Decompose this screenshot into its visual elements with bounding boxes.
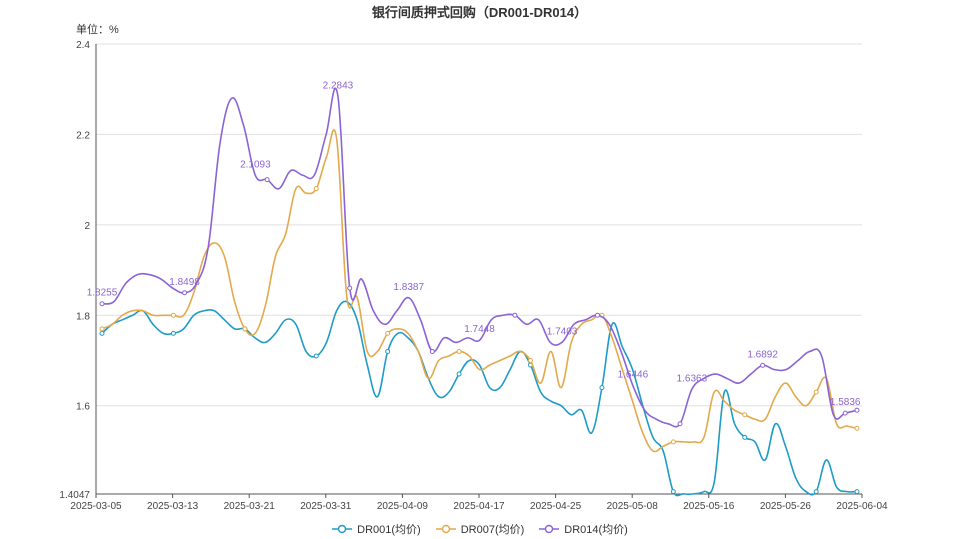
legend-label: DR007(均价) (460, 524, 525, 536)
series-line (101, 87, 858, 428)
data-point (599, 385, 605, 391)
data-point (854, 407, 860, 413)
data-point (385, 348, 391, 354)
data-point (528, 357, 534, 363)
legend-swatch-icon (435, 524, 456, 534)
x-tick-label: 2025-04-17 (453, 501, 505, 512)
series-line (101, 129, 858, 453)
data-point (242, 326, 248, 332)
data-point (813, 389, 819, 395)
data-label: 1.8498 (169, 277, 200, 288)
data-label: 1.7403 (547, 326, 578, 337)
legend-label: DR001(均价) (357, 524, 421, 536)
y-tick-label: 1.6 (76, 402, 90, 413)
y-tick-label: 2 (84, 221, 90, 232)
data-point (170, 312, 176, 318)
x-tick-label: 2025-04-09 (377, 501, 429, 512)
data-point (854, 425, 860, 431)
data-point (429, 348, 435, 354)
data-point (456, 371, 462, 377)
x-tick-label: 2025-03-21 (224, 501, 276, 512)
unit-label: 单位：% (76, 24, 119, 36)
grid-lines (96, 43, 862, 407)
x-tick-label: 2025-06-04 (836, 501, 888, 512)
data-point (99, 330, 105, 336)
data-point (760, 362, 766, 368)
x-tick-label: 2025-03-05 (70, 501, 122, 512)
data-point (677, 421, 683, 427)
data-label: 1.8387 (393, 282, 424, 293)
data-label: 1.6363 (677, 373, 708, 384)
chart-title: 银行间质押式回购（DR001-DR014） (371, 5, 588, 20)
data-point (813, 489, 819, 495)
series-DR014(均价) (99, 87, 860, 428)
data-point (170, 330, 176, 336)
x-tick-label: 2025-04-25 (530, 501, 582, 512)
axes: 1.4047 1.6 1.8 2 2.2 2.4 2025-03-05 2025-03-13 2… (59, 40, 888, 512)
data-point (182, 290, 188, 296)
series-DR007(均价) (99, 129, 860, 453)
x-tick-label: 2025-05-16 (683, 501, 735, 512)
data-label: 1.6446 (618, 370, 649, 381)
legend-label: DR014(均价) (564, 524, 628, 536)
data-point (854, 489, 860, 495)
x-tick-label: 2025-05-26 (760, 501, 812, 512)
legend-item[interactable]: DR014(均价) (538, 521, 628, 537)
data-label: 2.2843 (323, 80, 354, 91)
series-layer (99, 87, 860, 497)
data-point (264, 177, 270, 183)
data-label: 1.7448 (464, 324, 495, 335)
legend-item[interactable]: DR001(均价) (331, 521, 421, 537)
data-point (742, 434, 748, 440)
y-tick-label: 2.4 (76, 40, 90, 51)
data-point (385, 330, 391, 336)
data-point (313, 353, 319, 359)
legend: DR001(均价) DR007(均价) DR014(均价) (0, 521, 959, 537)
data-point (456, 348, 462, 354)
data-point (313, 186, 319, 192)
data-label: 1.6892 (747, 349, 778, 360)
data-point (670, 439, 676, 445)
data-point (99, 301, 105, 307)
x-tick-label: 2025-05-08 (607, 501, 659, 512)
x-tick-label: 2025-03-13 (147, 501, 199, 512)
data-label: 1.5836 (830, 397, 861, 408)
data-point (512, 312, 518, 318)
data-point (742, 412, 748, 418)
legend-swatch-icon (332, 524, 353, 534)
data-point (842, 410, 848, 416)
data-label: 2.1093 (240, 159, 271, 170)
series-line (101, 300, 858, 497)
data-labels: 1.8255 1.8498 2.1093 2.2843 1.8387 1.7448 1.74… (87, 80, 861, 408)
legend-item[interactable]: DR007(均价) (435, 521, 525, 537)
y-tick-label: 1.8 (76, 311, 90, 322)
data-point (99, 326, 105, 332)
y-tick-label: 1.4047 (59, 490, 90, 501)
legend-swatch-icon (539, 524, 560, 534)
x-tick-label: 2025-03-31 (300, 501, 352, 512)
data-point (594, 312, 600, 318)
y-tick-label: 2.2 (76, 130, 90, 141)
data-point (347, 285, 353, 291)
data-label: 1.8255 (87, 288, 118, 299)
data-point (670, 489, 676, 495)
